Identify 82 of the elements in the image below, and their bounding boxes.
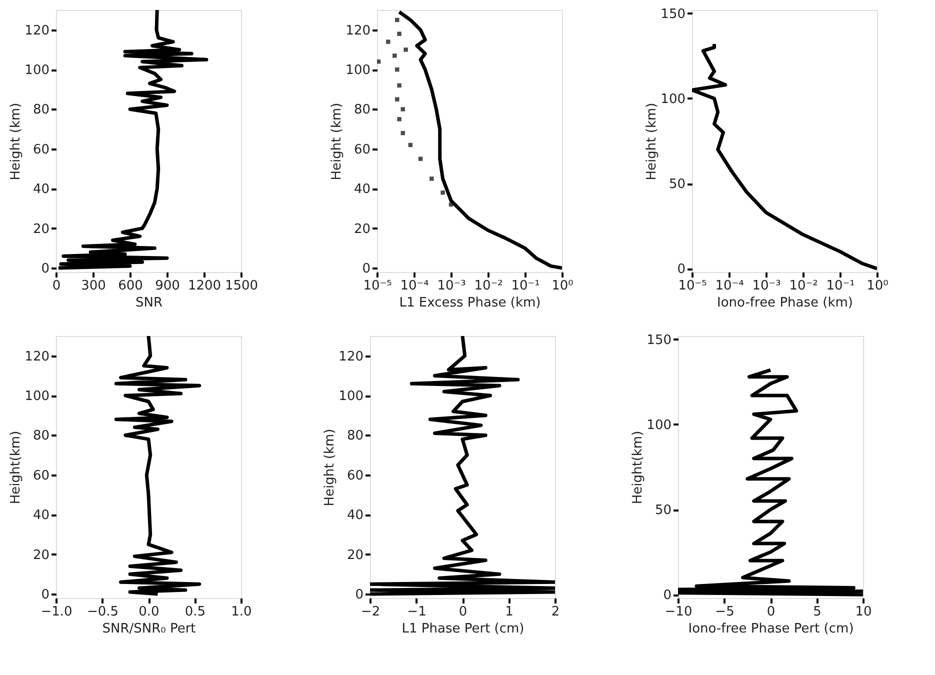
line-series [114,336,202,596]
x-tick-label: −1.0 [40,604,72,620]
y-tick-label: 80 [354,102,370,118]
y-tick-label: 50 [668,177,686,192]
x-tick-label: 10⁻⁴ [715,278,744,294]
y-tick-label: 60 [32,142,50,158]
y-tick-label: 150 [660,6,686,22]
y-tick-label: 120 [24,349,50,364]
y-tick-label: 0 [355,588,364,603]
x-tick-label: −2 [360,604,380,620]
y-tick-label: 60 [346,468,364,484]
y-tick-label: 0 [41,262,50,277]
y-tick-label: 20 [32,222,50,237]
y-tick-label: 0 [41,588,50,603]
y-tick-label: 60 [32,468,50,484]
y-tick-label: 100 [660,92,686,107]
x-tick-label: −10 [664,604,692,620]
x-tick-label: 1.0 [231,604,252,620]
x-tick-label: 10⁻³ [752,278,781,294]
x-tick-label: 10⁻¹ [511,278,540,294]
x-axis-title: L1 Excess Phase (km) [399,296,541,310]
y-tick-label: 150 [646,332,672,348]
x-tick-label: 10⁻⁴ [400,278,429,294]
x-tick-label: 2 [551,604,560,620]
x-tick-label: −1 [407,604,426,620]
y-tick-label: 40 [32,182,50,198]
x-axis-title: SNR [135,296,163,310]
y-axis-title: Height (km) [330,102,344,180]
x-tick-label: 10⁻³ [437,278,466,294]
x-tick-label: 10⁻⁵ [363,278,392,294]
y-axis-title: Height(km) [630,430,646,504]
x-tick-label: −0.5 [86,604,119,620]
y-tick-label: 20 [346,548,364,563]
x-tick-label: 0.0 [138,604,160,620]
x-tick-label: 10⁻¹ [826,278,855,294]
x-tick-label: 1500 [224,278,258,294]
y-tick-label: 80 [32,102,50,118]
y-tick-label: 40 [346,508,364,524]
x-tick-label: 0 [458,604,468,620]
y-axis-title: Height (km) [8,102,24,180]
y-tick-label: 120 [346,23,370,38]
y-tick-label: 100 [24,63,50,78]
y-axis-title: Height(km) [8,430,24,504]
y-axis-title: Height (km) [644,102,660,180]
x-tick-label: −5 [715,604,734,620]
x-tick-label: 0 [766,604,776,620]
y-tick-label: 100 [338,389,364,404]
x-axis-title: Iono-free Phase (km) [717,296,853,310]
y-tick-label: 40 [32,508,50,524]
y-tick-label: 50 [654,503,672,518]
x-tick-label: 600 [118,278,143,294]
x-tick-label: 10⁰ [866,278,888,294]
x-tick-label: 10⁰ [552,278,574,294]
y-tick-label: 100 [646,418,672,433]
x-tick-label: 10 [855,604,872,620]
x-tick-label: 0 [52,278,61,294]
x-tick-label: 1200 [188,278,222,294]
y-tick-label: 40 [354,182,370,198]
y-tick-label: 80 [346,428,364,444]
y-tick-label: 60 [354,142,370,158]
y-tick-label: 120 [24,23,50,38]
x-axis-title: Iono-free Phase Pert (cm) [688,622,854,636]
x-tick-label: 10⁻² [789,278,818,294]
y-tick-label: 0 [362,262,370,277]
y-tick-label: 80 [32,428,50,444]
y-tick-label: 0 [677,262,686,278]
x-tick-label: 300 [81,278,106,294]
y-tick-label: 100 [346,63,370,78]
x-tick-label: 1 [505,604,514,620]
y-tick-label: 120 [338,349,364,364]
x-axis-title: SNR/SNR₀ Pert [102,622,196,636]
x-tick-label: 900 [155,278,180,294]
y-axis-title: Height (km) [322,428,338,506]
x-tick-label: 5 [813,604,822,620]
x-tick-label: 0.5 [184,604,206,620]
y-tick-label: 20 [32,548,50,563]
y-tick-label: 20 [354,222,370,237]
x-axis-title: L1 Phase Pert (cm) [402,622,524,636]
y-tick-label: 0 [663,588,672,604]
y-tick-label: 100 [24,389,50,404]
x-tick-label: 10⁻⁵ [678,278,707,294]
x-tick-label: 10⁻² [474,278,503,294]
